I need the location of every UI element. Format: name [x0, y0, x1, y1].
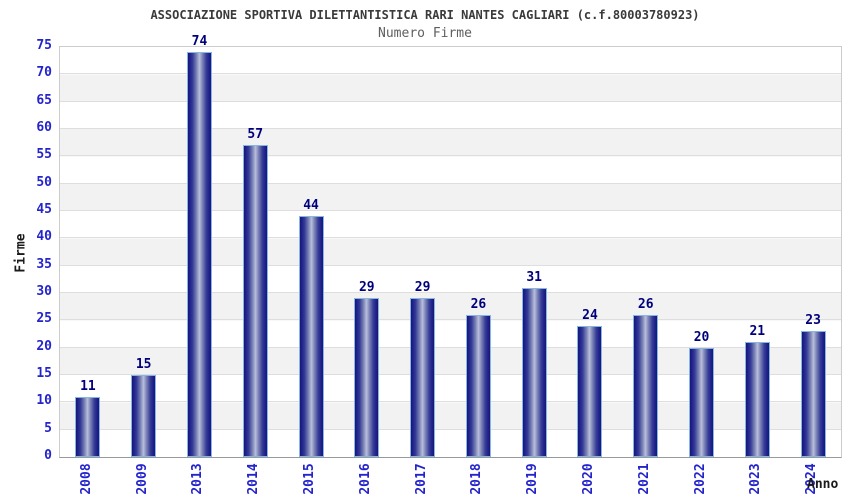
y-tick-label: 65 [36, 92, 52, 108]
x-axis-label: Anno [807, 477, 839, 492]
gridline [60, 401, 841, 403]
bar-value-label: 57 [247, 127, 264, 143]
x-tick-label-2023: 2023 [748, 463, 764, 495]
gridline [60, 237, 841, 239]
x-axis-tick-labels: 2008 2009 2013 2014 2015 2016 2017 2018 2019 2020… [59, 457, 840, 500]
y-tick-label: 20 [36, 338, 52, 354]
y-tick-label: 25 [36, 311, 52, 327]
bar-value-label: 15 [135, 357, 152, 372]
x-tick-label-2014: 2014 [246, 463, 262, 495]
y-tick-label: 15 [36, 366, 52, 381]
x-tick-label-2020: 2020 [580, 463, 596, 495]
bar-value-label: 24 [582, 307, 598, 323]
gridline [60, 210, 841, 211]
bar-2022 [689, 347, 715, 457]
bar-2021 [633, 314, 659, 457]
bar-value-label: 11 [80, 378, 96, 394]
y-tick-label: 30 [36, 284, 52, 299]
x-tick-label-2009: 2009 [134, 463, 150, 495]
y-tick-label: 45 [36, 202, 52, 217]
bar-2016 [354, 298, 380, 457]
bar-value-label: 26 [637, 296, 654, 312]
bar-2014 [242, 145, 268, 457]
gridline [60, 100, 841, 102]
bar-value-label: 31 [526, 269, 542, 285]
y-tick-label: 40 [36, 229, 52, 245]
x-tick-label-2015: 2015 [302, 463, 318, 495]
bar-value-label: 29 [414, 280, 431, 296]
gridline [60, 346, 841, 348]
bar-2009 [131, 375, 157, 457]
bar-value-label: 26 [470, 296, 487, 312]
bar-value-label: 74 [191, 34, 208, 50]
gridline [60, 264, 841, 266]
bar-value-label: 29 [358, 280, 375, 296]
gridline [60, 428, 841, 430]
y-axis-tick-labels: 0 5 10 15 20 25 30 35 40 45 50 55 60 65 70 75 [0, 39, 52, 463]
gridline [60, 182, 841, 184]
x-tick-label-2016: 2016 [357, 463, 373, 495]
gridline [60, 73, 841, 75]
gridline [60, 319, 841, 321]
y-tick-label: 0 [44, 448, 52, 463]
bar-2013 [186, 52, 212, 457]
y-tick-label: 60 [36, 120, 52, 135]
gridline [60, 292, 841, 293]
x-tick-label-2008: 2008 [78, 463, 94, 495]
bar-2020 [577, 325, 603, 457]
y-tick-label: 55 [36, 147, 52, 163]
bar-2018 [465, 314, 491, 457]
y-tick-label: 50 [36, 174, 52, 190]
bar-value-label: 21 [749, 324, 766, 340]
x-tick-label-2019: 2019 [525, 463, 541, 495]
bar-2017 [410, 298, 436, 457]
bar-2019 [521, 287, 547, 457]
bar-2008 [75, 396, 101, 457]
gridline [60, 128, 841, 129]
x-tick-label-2022: 2022 [692, 463, 708, 495]
bar-value-label: 44 [303, 198, 319, 214]
x-tick-label-2021: 2021 [636, 463, 652, 495]
y-tick-label: 10 [36, 393, 52, 409]
chart-title: ASSOCIAZIONE SPORTIVA DILETTANTISTICA RA… [150, 8, 700, 22]
bar-2023 [744, 342, 770, 457]
plot-area: 11 15 74 57 44 29 29 26 31 24 26 20 21 23 [59, 35, 842, 458]
y-tick-label: 75 [36, 38, 52, 53]
x-tick-label-2017: 2017 [413, 463, 429, 495]
bar-2015 [298, 216, 324, 457]
gridline [60, 155, 841, 157]
y-tick-label: 35 [36, 256, 52, 272]
x-tick-label-2013: 2013 [190, 463, 206, 495]
bar-2024 [800, 331, 826, 457]
bar-value-label: 20 [693, 329, 710, 345]
y-tick-label: 5 [44, 420, 52, 436]
gridline [60, 374, 841, 375]
y-tick-label: 70 [36, 65, 52, 81]
x-tick-label-2018: 2018 [469, 463, 485, 495]
bar-value-label: 23 [805, 313, 821, 329]
chart-subtitle: Numero Firme [378, 26, 472, 41]
